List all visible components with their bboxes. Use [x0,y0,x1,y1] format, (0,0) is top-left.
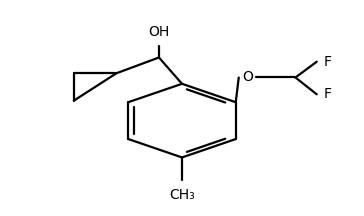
Text: F: F [324,87,332,101]
Text: O: O [242,70,253,84]
Text: CH₃: CH₃ [169,188,195,202]
Text: OH: OH [148,25,170,38]
Text: F: F [324,55,332,69]
